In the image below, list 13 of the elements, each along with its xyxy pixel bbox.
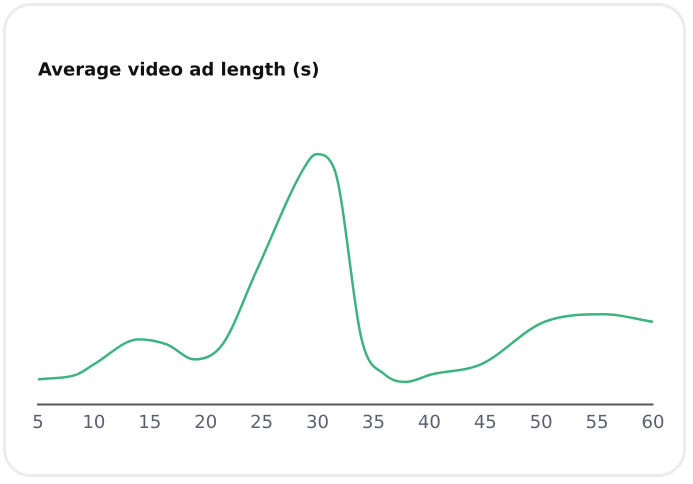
x-tick-label: 60 xyxy=(642,412,664,433)
x-tick-label: 30 xyxy=(306,412,329,433)
x-tick-label: 25 xyxy=(250,412,274,433)
x-tick-label: 10 xyxy=(82,412,106,433)
x-tick-label: 50 xyxy=(530,412,553,433)
x-tick-label: 45 xyxy=(474,412,497,433)
x-tick-label: 5 xyxy=(32,412,44,433)
x-tick-label: 55 xyxy=(586,412,609,433)
x-tick-label: 15 xyxy=(138,412,162,433)
chart-title: Average video ad length (s) xyxy=(38,59,320,80)
x-tick-label: 35 xyxy=(362,412,385,433)
x-tick-label: 20 xyxy=(194,412,218,433)
x-tick-label: 40 xyxy=(418,412,441,433)
